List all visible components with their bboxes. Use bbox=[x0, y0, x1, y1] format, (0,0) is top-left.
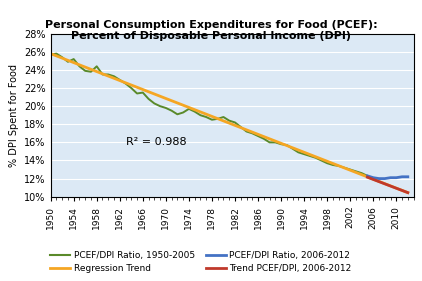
Line: PCEF/DPI Ratio, 2006-2012: PCEF/DPI Ratio, 2006-2012 bbox=[368, 176, 408, 179]
PCEF/DPI Ratio, 1950-2005 bbox=[54, 52, 59, 55]
PCEF/DPI Ratio, 1950-2005 bbox=[48, 53, 53, 56]
Y-axis label: % DPI Spent for Food: % DPI Spent for Food bbox=[8, 64, 19, 167]
Legend: PCEF/DPI Ratio, 1950-2005, Regression Trend, PCEF/DPI Ratio, 2006-2012, Trend PC: PCEF/DPI Ratio, 1950-2005, Regression Tr… bbox=[47, 248, 355, 277]
Text: Personal Consumption Expenditures for Food (PCEF):
Percent of Disposable Persona: Personal Consumption Expenditures for Fo… bbox=[45, 20, 377, 41]
Line: Trend PCEF/DPI, 2006-2012: Trend PCEF/DPI, 2006-2012 bbox=[368, 177, 408, 193]
PCEF/DPI Ratio, 2006-2012 bbox=[394, 176, 399, 179]
PCEF/DPI Ratio, 1950-2005 bbox=[365, 174, 370, 178]
PCEF/DPI Ratio, 1950-2005 bbox=[169, 109, 174, 112]
Trend PCEF/DPI, 2006-2012 bbox=[405, 191, 410, 194]
PCEF/DPI Ratio, 1950-2005 bbox=[60, 56, 65, 59]
PCEF/DPI Ratio, 2006-2012 bbox=[400, 175, 405, 178]
PCEF/DPI Ratio, 2006-2012 bbox=[405, 175, 410, 178]
PCEF/DPI Ratio, 1950-2005 bbox=[261, 137, 266, 140]
PCEF/DPI Ratio, 2006-2012 bbox=[382, 177, 387, 180]
Trend PCEF/DPI, 2006-2012 bbox=[365, 176, 370, 179]
PCEF/DPI Ratio, 2006-2012 bbox=[376, 177, 381, 180]
PCEF/DPI Ratio, 2006-2012 bbox=[365, 174, 370, 178]
Line: PCEF/DPI Ratio, 1950-2005: PCEF/DPI Ratio, 1950-2005 bbox=[51, 54, 368, 176]
PCEF/DPI Ratio, 2006-2012 bbox=[371, 176, 376, 179]
PCEF/DPI Ratio, 2006-2012 bbox=[388, 176, 393, 179]
PCEF/DPI Ratio, 1950-2005 bbox=[233, 121, 238, 124]
PCEF/DPI Ratio, 1950-2005 bbox=[296, 151, 301, 154]
Text: R² = 0.988: R² = 0.988 bbox=[125, 137, 186, 147]
PCEF/DPI Ratio, 1950-2005 bbox=[250, 132, 255, 135]
